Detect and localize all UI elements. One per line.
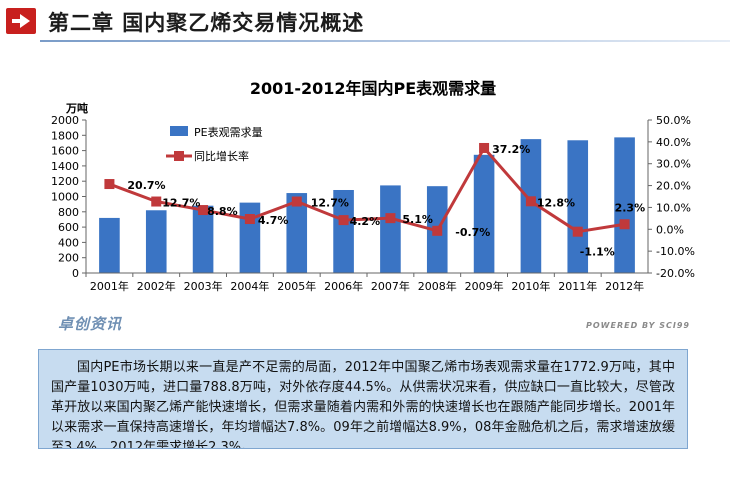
line-data-label: 2.3% xyxy=(615,201,646,214)
chart-title: 2001-2012年国内PE表观需求量 xyxy=(250,79,496,98)
y-left-tick-label: 200 xyxy=(58,252,79,265)
page-title: 第二章 国内聚乙烯交易情况概述 xyxy=(48,11,365,35)
x-tick-label: 2001年 xyxy=(90,279,129,293)
line-marker xyxy=(385,213,396,224)
powered-by-label: POWERED BY SCI99 xyxy=(586,321,690,330)
line-data-label: 4.2% xyxy=(350,215,381,228)
legend-line-marker xyxy=(174,151,184,161)
line-marker xyxy=(151,196,162,207)
y-left-tick-label: 600 xyxy=(58,221,79,234)
line-marker xyxy=(198,205,209,216)
line-data-label: 37.2% xyxy=(492,143,530,156)
bar xyxy=(614,137,635,273)
bar xyxy=(286,193,308,273)
line-marker xyxy=(432,225,443,236)
y-right-tick-label: 0.0% xyxy=(656,223,684,236)
y-right-tick-label: -10.0% xyxy=(656,245,695,258)
growth-rate-line xyxy=(108,146,625,234)
line-data-label: -1.1% xyxy=(580,246,615,259)
footer-logo: 卓创资讯 xyxy=(58,315,122,333)
y-right-tick-label: 30.0% xyxy=(656,158,691,171)
summary-textbox: 国内PE市场长期以来一直是产不足需的局面，2012年中国聚乙烯市场表观需求量在1… xyxy=(38,349,688,449)
legend-line-label: 同比增长率 xyxy=(194,149,249,163)
y-left-tick-label: 800 xyxy=(58,206,79,219)
line-data-label: -0.7% xyxy=(455,226,490,239)
x-tick-label: 2005年 xyxy=(277,279,316,293)
y-axis-unit: 万吨 xyxy=(65,101,88,115)
x-tick-label: 2002年 xyxy=(137,279,176,293)
line-data-label: 5.1% xyxy=(402,213,433,226)
line-data-label: 4.7% xyxy=(258,214,289,227)
bar xyxy=(99,217,120,273)
bar xyxy=(333,189,354,273)
y-left-tick-label: 1600 xyxy=(51,145,79,158)
x-tick-label: 2011年 xyxy=(558,279,597,293)
bar xyxy=(473,154,495,273)
x-tick-label: 2004年 xyxy=(230,279,269,293)
y-left-tick-label: 1800 xyxy=(51,129,79,142)
y-left-tick-label: 400 xyxy=(58,236,79,249)
arrow-right-icon xyxy=(6,8,36,34)
y-left-tick-label: 1400 xyxy=(51,160,79,173)
line-data-label: 12.8% xyxy=(537,196,575,209)
line-marker xyxy=(479,142,490,153)
line-marker xyxy=(619,219,630,230)
x-tick-label: 2009年 xyxy=(465,279,504,293)
line-marker xyxy=(244,214,255,225)
bar xyxy=(145,210,167,273)
line-data-label: 12.7% xyxy=(311,197,349,210)
y-right-tick-label: 40.0% xyxy=(656,136,691,149)
bar xyxy=(380,185,401,273)
line-marker xyxy=(572,226,583,237)
y-left-tick-label: 0 xyxy=(72,267,79,280)
y-right-tick-label: -20.0% xyxy=(656,267,695,280)
y-right-tick-label: 20.0% xyxy=(656,180,691,193)
x-tick-label: 2012年 xyxy=(605,279,644,293)
x-tick-label: 2003年 xyxy=(184,279,223,293)
line-marker xyxy=(338,215,349,226)
chart: 2001-2012年国内PE表观需求量 万吨 0 200 400 600 800 1000… xyxy=(51,79,695,333)
slide-header: 第二章 国内聚乙烯交易情况概述 xyxy=(0,0,746,44)
line-marker xyxy=(525,196,536,207)
y-left-tick-label: 2000 xyxy=(51,114,79,127)
x-tick-label: 2006年 xyxy=(324,279,363,293)
bar xyxy=(239,202,261,273)
y-left-tick-label: 1000 xyxy=(51,191,79,204)
x-tick-label: 2010年 xyxy=(511,279,550,293)
header-divider xyxy=(40,40,730,42)
line-marker xyxy=(104,179,115,190)
line-data-label: 20.7% xyxy=(127,179,165,192)
y-right-tick-label: 10.0% xyxy=(656,201,691,214)
y-left-tick-label: 1200 xyxy=(51,175,79,188)
legend-bar-label: PE表观需求量 xyxy=(194,125,263,139)
bar xyxy=(192,205,214,273)
line-data-label: 8.8% xyxy=(207,205,238,218)
x-tick-label: 2008年 xyxy=(418,279,457,293)
line-marker xyxy=(291,196,302,207)
x-tick-label: 2007年 xyxy=(371,279,410,293)
bar xyxy=(567,140,589,273)
line-data-label: 12.7% xyxy=(162,197,200,210)
legend-bar-swatch xyxy=(170,126,188,136)
y-right-tick-label: 50.0% xyxy=(656,114,691,127)
